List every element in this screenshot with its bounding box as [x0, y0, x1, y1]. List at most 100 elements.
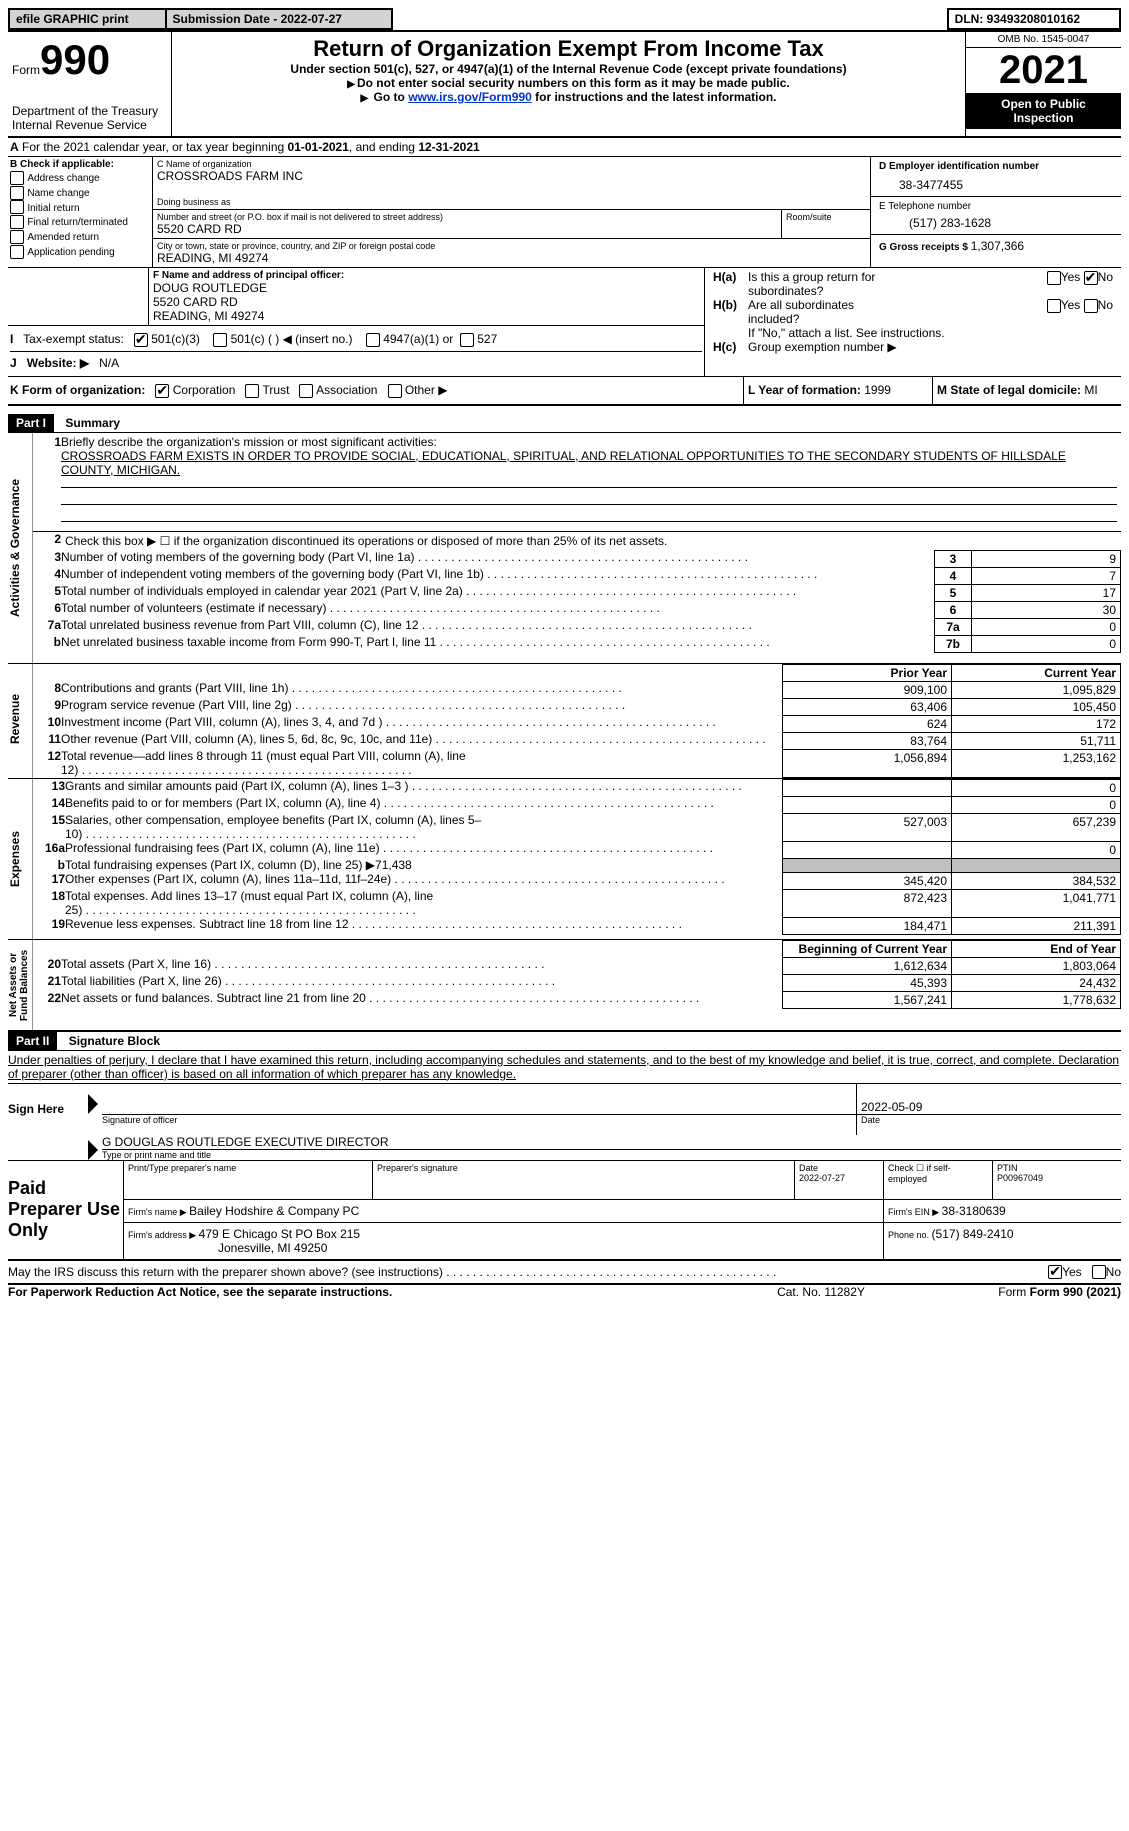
catalog-number: Cat. No. 11282Y — [721, 1285, 921, 1299]
block-FH: F Name and address of principal officer:… — [8, 268, 1121, 377]
discuss-text: May the IRS discuss this return with the… — [8, 1261, 981, 1285]
B-name-change[interactable]: Name change — [10, 185, 150, 200]
B-heading: B Check if applicable: — [10, 159, 150, 170]
K-label: K Form of organization: — [10, 383, 145, 397]
phone-value: (517) 283-1628 — [879, 212, 1113, 230]
gross-receipts: 1,307,366 — [971, 239, 1024, 253]
row-rev-11: 11Other revenue (Part VIII, column (A), … — [33, 732, 1121, 749]
part2-header-row: Part II Signature Block — [8, 1032, 1121, 1051]
row-rev-8: 8Contributions and grants (Part VIII, li… — [33, 681, 1121, 698]
ptin-value: P00967049 — [997, 1173, 1043, 1183]
dln-label: DLN: — [955, 12, 987, 26]
firm-addr1: 479 E Chicago St PO Box 215 — [199, 1227, 360, 1241]
rev-header: Prior YearCurrent Year — [33, 664, 1121, 681]
efile-print-button[interactable]: efile GRAPHIC print — [16, 12, 129, 26]
line1-num: 1 — [37, 435, 61, 522]
prep-date: 2022-07-27 — [799, 1173, 845, 1183]
B-final-return[interactable]: Final return/terminated — [10, 214, 150, 229]
ein-value: 38-3477455 — [879, 172, 1113, 192]
city-value: READING, MI 49274 — [157, 251, 866, 265]
I-501c[interactable]: 501(c) ( ) ◀ (insert no.) — [213, 332, 352, 346]
I-527[interactable]: 527 — [460, 332, 497, 346]
prep-sig-label: Preparer's signature — [373, 1161, 795, 1200]
discuss-yes[interactable]: Yes — [1048, 1265, 1082, 1279]
I-4947[interactable]: 4947(a)(1) or — [366, 332, 453, 346]
state-domicile: MI — [1084, 383, 1097, 397]
C-name-label: C Name of organization — [157, 159, 866, 169]
open-to-public: Open to PublicInspection — [966, 93, 1121, 129]
I-501c3[interactable]: 501(c)(3) — [134, 332, 200, 346]
row-ag-6: 6Total number of volunteers (estimate if… — [33, 601, 1121, 618]
ssn-note: Do not enter social security numbers on … — [182, 76, 955, 90]
Hc-label: H(c) — [713, 340, 748, 354]
firm-name: Bailey Hodshire & Company PC — [189, 1204, 359, 1218]
firm-ein: 38-3180639 — [942, 1204, 1006, 1218]
form-word: Form — [12, 63, 40, 77]
Hb-no[interactable]: No — [1084, 298, 1113, 312]
part1-header: Part I — [8, 414, 54, 432]
check-self-employed[interactable]: Check ☐ if self-employed — [884, 1161, 993, 1200]
row-exp-18: 18Total expenses. Add lines 13–17 (must … — [33, 889, 1121, 917]
dba-label: Doing business as — [157, 197, 866, 207]
street-label: Number and street (or P.O. box if mail i… — [157, 212, 777, 222]
row-exp-16a: 16aProfessional fundraising fees (Part I… — [33, 841, 1121, 858]
L-label: L Year of formation: — [748, 383, 864, 397]
line-J: J Website: ▶ N/A — [10, 352, 702, 374]
form-subtitle: Under section 501(c), 527, or 4947(a)(1)… — [182, 62, 955, 76]
B-address-change[interactable]: Address change — [10, 170, 150, 185]
submission-date: 2022-07-27 — [281, 12, 342, 26]
sig-date: 2022-05-09 — [857, 1084, 1122, 1115]
part1-table: Activities & Governance 1 Briefly descri… — [8, 433, 1121, 1032]
officer-street: 5520 CARD RD — [153, 295, 700, 309]
room-label: Room/suite — [786, 212, 866, 222]
K-assoc[interactable]: Association — [299, 383, 377, 397]
year-formation: 1999 — [864, 383, 891, 397]
Hb-yes[interactable]: Yes — [1047, 298, 1081, 312]
irs-link[interactable]: www.irs.gov/Form990 — [408, 90, 532, 104]
B-app-pending[interactable]: Application pending — [10, 244, 150, 259]
irs-label: Internal Revenue Service — [12, 118, 167, 132]
Ha-no[interactable]: No — [1084, 270, 1113, 284]
B-amended[interactable]: Amended return — [10, 229, 150, 244]
block-BCDEFG: B Check if applicable: Address change Na… — [8, 157, 1121, 268]
Ha-yes[interactable]: Yes — [1047, 270, 1081, 284]
topbar: efile GRAPHIC print Submission Date - 20… — [8, 8, 1121, 30]
mission-text: CROSSROADS FARM EXISTS IN ORDER TO PROVI… — [61, 449, 1066, 477]
Ha-label: H(a) — [713, 270, 748, 298]
officer-typed-name: G DOUGLAS ROUTLEDGE EXECUTIVE DIRECTOR — [102, 1135, 1121, 1150]
line-A: A For the 2021 calendar year, or tax yea… — [8, 138, 1121, 157]
row-exp-17: 17Other expenses (Part IX, column (A), l… — [33, 872, 1121, 889]
sign-here-block: Sign Here 2022-05-09 Signature of office… — [8, 1084, 1121, 1161]
omb-number: OMB No. 1545-0047 — [966, 32, 1121, 48]
discuss-row: May the IRS discuss this return with the… — [8, 1261, 1121, 1286]
form-title: Return of Organization Exempt From Incom… — [182, 36, 955, 62]
row-rev-10: 10Investment income (Part VIII, column (… — [33, 715, 1121, 732]
row-ag-7b: bNet unrelated business taxable income f… — [33, 635, 1121, 652]
K-corp[interactable]: Corporation — [155, 383, 235, 397]
firm-addr2: Jonesville, MI 49250 — [128, 1241, 327, 1255]
part2-header: Part II — [8, 1032, 57, 1050]
discuss-no[interactable]: No — [1092, 1265, 1121, 1279]
website-value: N/A — [99, 356, 119, 370]
form-header: Form990 Department of the Treasury Inter… — [8, 30, 1121, 138]
tax-year: 2021 — [966, 48, 1121, 93]
row-exp-15: 15Salaries, other compensation, employee… — [33, 813, 1121, 841]
row-ag-7a: 7aTotal unrelated business revenue from … — [33, 618, 1121, 635]
row-rev-9: 9Program service revenue (Part VIII, lin… — [33, 698, 1121, 715]
B-initial-return[interactable]: Initial return — [10, 200, 150, 215]
row-ag-3: 3Number of voting members of the governi… — [33, 550, 1121, 567]
paid-preparer-label: Paid Preparer Use Only — [8, 1161, 124, 1260]
K-trust[interactable]: Trust — [245, 383, 289, 397]
G-label: G Gross receipts $ — [879, 242, 971, 253]
city-label: City or town, state or province, country… — [157, 241, 866, 251]
part1-header-row: Part I Summary — [8, 414, 1121, 433]
side-expenses: Expenses — [8, 779, 22, 939]
row-exp-19: 19Revenue less expenses. Subtract line 1… — [33, 917, 1121, 934]
K-other[interactable]: Other ▶ — [388, 383, 448, 397]
row-exp-16b: bTotal fundraising expenses (Part IX, co… — [33, 858, 1121, 872]
jurat-text: Under penalties of perjury, I declare th… — [8, 1051, 1121, 1084]
line2-text: Check this box ▶ ☐ if the organization d… — [61, 532, 1121, 551]
dept-treasury: Department of the Treasury — [12, 104, 167, 118]
footer-form: Form 990 (2021) — [1030, 1285, 1121, 1299]
line-I: I Tax-exempt status: 501(c)(3) 501(c) ( … — [10, 328, 702, 352]
